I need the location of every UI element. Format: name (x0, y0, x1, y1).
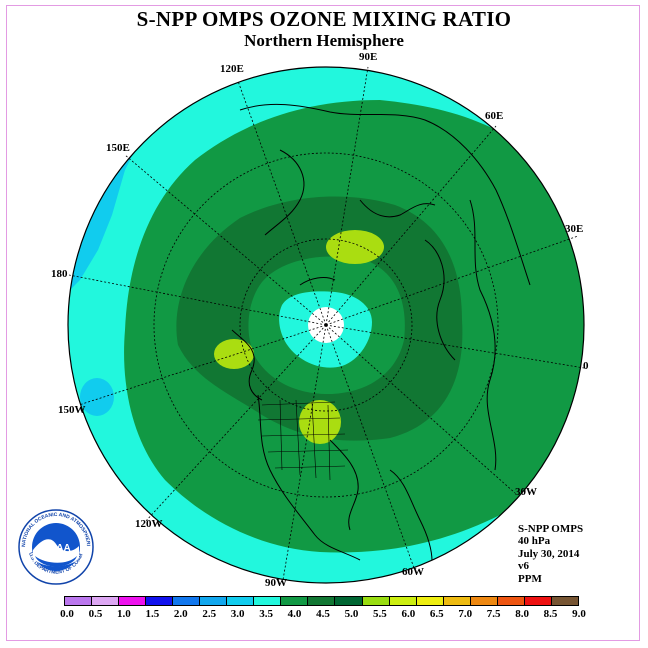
lon-label-0: 0 (583, 360, 589, 372)
colorbar-label: 6.0 (401, 608, 416, 620)
colorbar-segment (362, 597, 390, 605)
lon-label-120w: 120W (135, 518, 163, 530)
colorbar-segment (443, 597, 471, 605)
info-units: PPM (518, 572, 542, 585)
colorbar-label: 8.5 (543, 608, 558, 620)
colorbar (64, 596, 579, 606)
colorbar-label: 4.5 (316, 608, 330, 620)
info-instrument: S-NPP OMPS (518, 523, 584, 535)
map-subtitle: Northern Hemisphere (244, 31, 404, 50)
colorbar-label: 4.0 (287, 608, 302, 620)
colorbar-label: 9.0 (572, 608, 586, 620)
colorbar-segment (470, 597, 498, 605)
map-title: S-NPP OMPS OZONE MIXING RATIO (136, 7, 512, 31)
noaa-logo: NATIONAL OCEANIC AND ATMOSPHERIC ADMINIS… (17, 508, 94, 585)
contour-5.5-6.0-alaska (214, 339, 254, 369)
political-boundaries (257, 399, 349, 481)
info-level: 40 hPa (518, 535, 551, 548)
colorbar-segment (416, 597, 444, 605)
noaa-logo-text: NOAA (41, 543, 70, 554)
colorbar-segment (146, 597, 174, 605)
colorbar-label: 2.0 (173, 608, 188, 620)
contour-5.5-6.0-siberia (326, 230, 384, 264)
colorbar-label: 5.0 (344, 608, 359, 620)
colorbar-label: 0.0 (60, 608, 74, 620)
colorbar-segment (173, 597, 201, 605)
colorbar-label: 5.5 (373, 608, 387, 620)
lon-label-150w: 150W (58, 404, 86, 416)
colorbar-label: 3.0 (230, 608, 245, 620)
colorbar-segment (497, 597, 525, 605)
colorbar-segment (119, 597, 147, 605)
lon-label-90e: 90E (359, 51, 378, 63)
lon-label-120e: 120E (220, 63, 244, 75)
colorbar-label: 1.5 (145, 608, 160, 620)
lon-label-150e: 150E (106, 142, 130, 154)
colorbar-label: 7.0 (458, 608, 473, 620)
lon-label-30w: 30W (515, 486, 537, 498)
colorbar-segment (389, 597, 417, 605)
colorbar-segment (551, 597, 578, 605)
colorbar-segment (200, 597, 228, 605)
plot-frame (6, 5, 640, 641)
colorbar-segment (227, 597, 255, 605)
colorbar-segment (254, 597, 282, 605)
lon-label-180: 180 (51, 268, 68, 280)
lon-label-90w: 90W (265, 577, 287, 589)
coastlines (231, 103, 531, 576)
hemisphere-boundary (67, 66, 585, 584)
colorbar-segment (308, 597, 336, 605)
colorbar-label: 1.0 (117, 608, 131, 620)
colorbar-label: 8.0 (515, 608, 529, 620)
colorbar-segment (281, 597, 309, 605)
contour-5.5-6.0-canada (299, 400, 341, 444)
info-date: July 30, 2014 (518, 547, 580, 560)
info-block: S-NPP OMPS 40 hPa July 30, 2014 v6 PPM (518, 523, 583, 585)
lon-label-60e: 60E (485, 110, 504, 122)
contour-3.0-3.5-blob (80, 378, 114, 416)
colorbar-label: 6.5 (429, 608, 444, 620)
lon-label-30e: 30E (565, 223, 584, 235)
colorbar-segment (524, 597, 552, 605)
colorbar-label: 2.5 (202, 608, 217, 620)
colorbar-segment (65, 597, 93, 605)
colorbar-label: 7.5 (486, 608, 501, 620)
colorbar-segment (335, 597, 363, 605)
lon-label-60w: 60W (402, 566, 424, 578)
colorbar-label: 0.5 (88, 608, 103, 620)
colorbar-segment (92, 597, 120, 605)
graticule (68, 66, 585, 581)
colorbar-label: 3.5 (259, 608, 273, 620)
info-version: v6 (518, 560, 529, 573)
